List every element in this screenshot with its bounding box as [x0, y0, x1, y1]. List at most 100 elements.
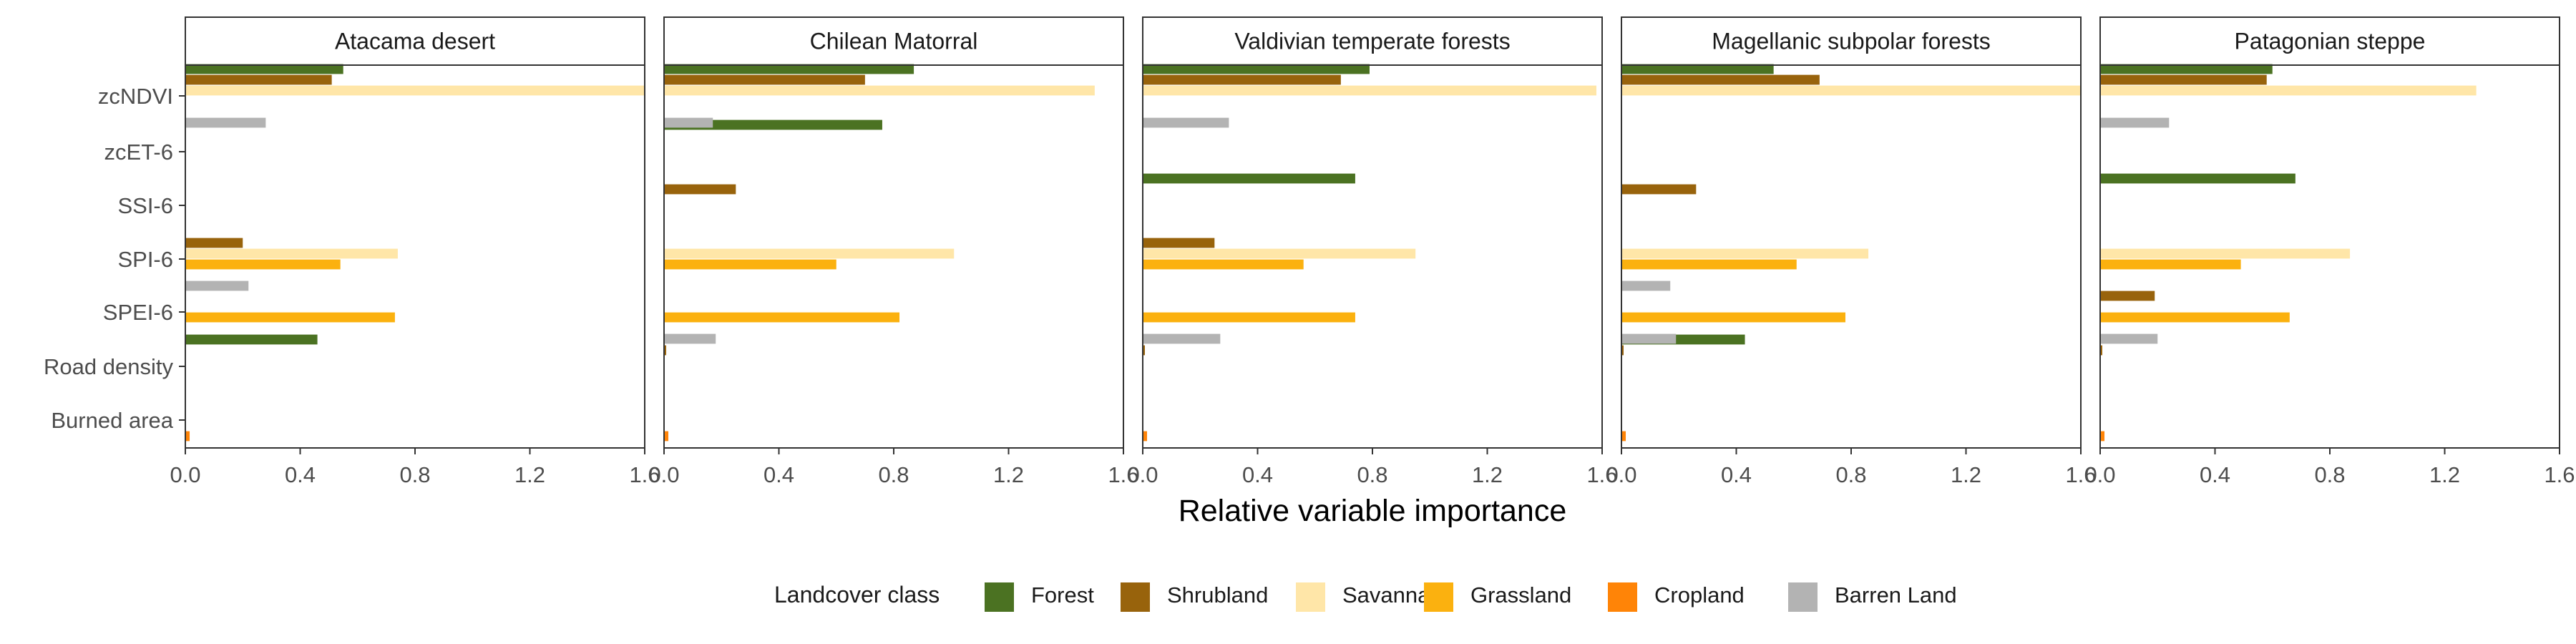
bar-shrubland-ssi-6: [664, 184, 736, 195]
legend-label: Barren Land: [1835, 582, 1957, 608]
bar-grassland-spi-6: [1621, 259, 1797, 270]
x-tick-label: 1.2: [1951, 462, 1981, 487]
facet-strip-label: Magellanic subpolar forests: [1712, 29, 1991, 54]
facet-strip-label: Atacama desert: [335, 29, 495, 54]
bar-savanna-zcndvi: [1143, 85, 1596, 96]
bar-barren-land-spi-6: [1621, 280, 1671, 291]
bar-forest-road-density: [185, 334, 318, 345]
bar-barren-land-zcndvi: [2100, 117, 2170, 128]
y-tick-label-zcet-6: zcET-6: [104, 140, 173, 165]
y-tick-label-spei-6: SPEI-6: [103, 300, 173, 325]
legend-label: Grassland: [1470, 582, 1571, 608]
facet-strip: [185, 16, 645, 66]
panel-valdivian-temperate-forests: Valdivian temperate forests 0.0 0.4 0.8 1.2 1…: [1127, 16, 1618, 487]
x-tick-label: 1.2: [514, 462, 545, 487]
bar-shrubland-zcndvi: [185, 74, 332, 85]
bar-forest-zcndvi: [1621, 64, 1774, 74]
x-tick-label: 0.8: [1357, 462, 1387, 487]
bar-cropland-burned-area: [664, 431, 669, 441]
x-tick-label: 0.4: [2200, 462, 2230, 487]
facet-strip: [1621, 16, 2082, 66]
x-tick-label: 0.0: [2084, 462, 2115, 487]
bar-shrubland-spi-6: [185, 238, 243, 248]
bar-shrubland-zcndvi: [1143, 74, 1341, 85]
panel-magellanic-subpolar-forests: Magellanic subpolar forests 0.0 0.4 0.8 1.2 1…: [1606, 16, 2097, 487]
x-tick-label: 1.6: [2544, 462, 2575, 487]
bar-savanna-spi-6: [664, 248, 955, 259]
facet-strip: [663, 16, 1124, 66]
bar-shrubland-zcndvi: [2100, 74, 2267, 85]
bar-grassland-spei-6: [2100, 312, 2290, 323]
x-tick-label: 1.2: [1472, 462, 1503, 487]
bar-shrubland-road-density: [664, 345, 666, 356]
bar-forest-ssi-6: [1143, 173, 1355, 184]
x-tick-label: 0.4: [763, 462, 794, 487]
bar-grassland-spi-6: [1143, 259, 1304, 270]
bar-shrubland-zcndvi: [1621, 74, 1820, 85]
panel-patagonian-steppe: Patagonian steppe 0.0 0.4 0.8 1.2 1.6: [2084, 16, 2575, 487]
facet-strip-label: Patagonian steppe: [2235, 29, 2426, 54]
bar-shrubland-spei-6: [2100, 291, 2155, 301]
bar-barren-land-spei-6: [664, 333, 716, 344]
x-tick-label: 0.4: [1721, 462, 1752, 487]
x-tick-label: 1.2: [2429, 462, 2460, 487]
bar-forest-zcet-6: [664, 119, 882, 130]
bar-savanna-spi-6: [185, 248, 398, 259]
panel-chilean-matorral: Chilean Matorral 0.0 0.4 0.8 1.2 1.6: [648, 16, 1139, 487]
bar-forest-ssi-6: [2100, 173, 2296, 184]
bar-savanna-spi-6: [1621, 248, 1869, 259]
y-tick-label-road-density: Road density: [44, 354, 173, 379]
legend-item-shrubland: Shrubland: [1121, 582, 1268, 612]
legend-title: Landcover class: [774, 582, 940, 608]
facet-strip-label: Chilean Matorral: [810, 29, 978, 54]
bar-barren-land-spei-6: [1143, 333, 1221, 344]
legend-item-savanna: Savanna: [1296, 582, 1430, 612]
x-tick-label: 1.6: [629, 462, 660, 487]
x-tick-label: 0.0: [1606, 462, 1636, 487]
x-tick-label: 1.6: [1586, 462, 1617, 487]
x-tick-label: 1.6: [2065, 462, 2096, 487]
panel-atacama-desert: Atacama desert 0.0 0.4 0.8 1.2 1.6: [170, 16, 660, 487]
bar-forest-zcndvi: [185, 64, 343, 74]
bar-savanna-spi-6: [1143, 248, 1416, 259]
y-tick-label-spi-6: SPI-6: [117, 247, 173, 272]
legend-label: Cropland: [1654, 582, 1745, 608]
bar-shrubland-road-density: [2100, 345, 2102, 356]
legend-item-forest: Forest: [985, 582, 1094, 612]
legend-key-barren-land: [1788, 582, 1818, 612]
bar-savanna-spi-6: [2100, 248, 2351, 259]
bar-forest-zcndvi: [664, 64, 914, 74]
facet-strip: [1142, 16, 1603, 66]
bar-grassland-spi-6: [664, 259, 836, 270]
legend-key-grassland: [1424, 582, 1453, 612]
bar-shrubland-road-density: [1621, 345, 1624, 356]
bar-shrubland-zcndvi: [664, 74, 865, 85]
legend-item-barren-land: Barren Land: [1788, 582, 1957, 612]
bar-grassland-spei-6: [664, 312, 900, 323]
legend-key-shrubland: [1121, 582, 1150, 612]
y-tick-label-ssi-6: SSI-6: [117, 193, 173, 218]
x-axis-title: Relative variable importance: [1179, 494, 1567, 528]
x-tick-label: 1.2: [993, 462, 1024, 487]
legend-key-savanna: [1296, 582, 1325, 612]
bar-shrubland-road-density: [1143, 345, 1145, 356]
y-axis: zcNDVI zcET-6 SSI-6 SPI-6 SPEI-6 Road density…: [44, 84, 185, 433]
bar-barren-land-zcndvi: [664, 117, 713, 128]
bar-grassland-spei-6: [1621, 312, 1845, 323]
bar-grassland-spi-6: [2100, 259, 2241, 270]
bar-savanna-zcndvi: [2100, 85, 2477, 96]
x-tick-label: 0.8: [878, 462, 909, 487]
legend-item-cropland: Cropland: [1608, 582, 1745, 612]
x-tick-label: 0.4: [1242, 462, 1273, 487]
bar-barren-land-spei-6: [1621, 333, 1677, 344]
x-tick-label: 0.0: [1127, 462, 1158, 487]
y-tick-label-zcndvi: zcNDVI: [98, 84, 173, 109]
legend-label: Forest: [1031, 582, 1094, 608]
bar-shrubland-ssi-6: [1621, 184, 1697, 195]
bar-shrubland-spi-6: [1143, 238, 1215, 248]
bar-grassland-spi-6: [185, 259, 341, 270]
x-tick-label: 1.6: [1108, 462, 1138, 487]
bar-cropland-burned-area: [1621, 431, 1626, 441]
legend-label: Savanna: [1342, 582, 1430, 608]
